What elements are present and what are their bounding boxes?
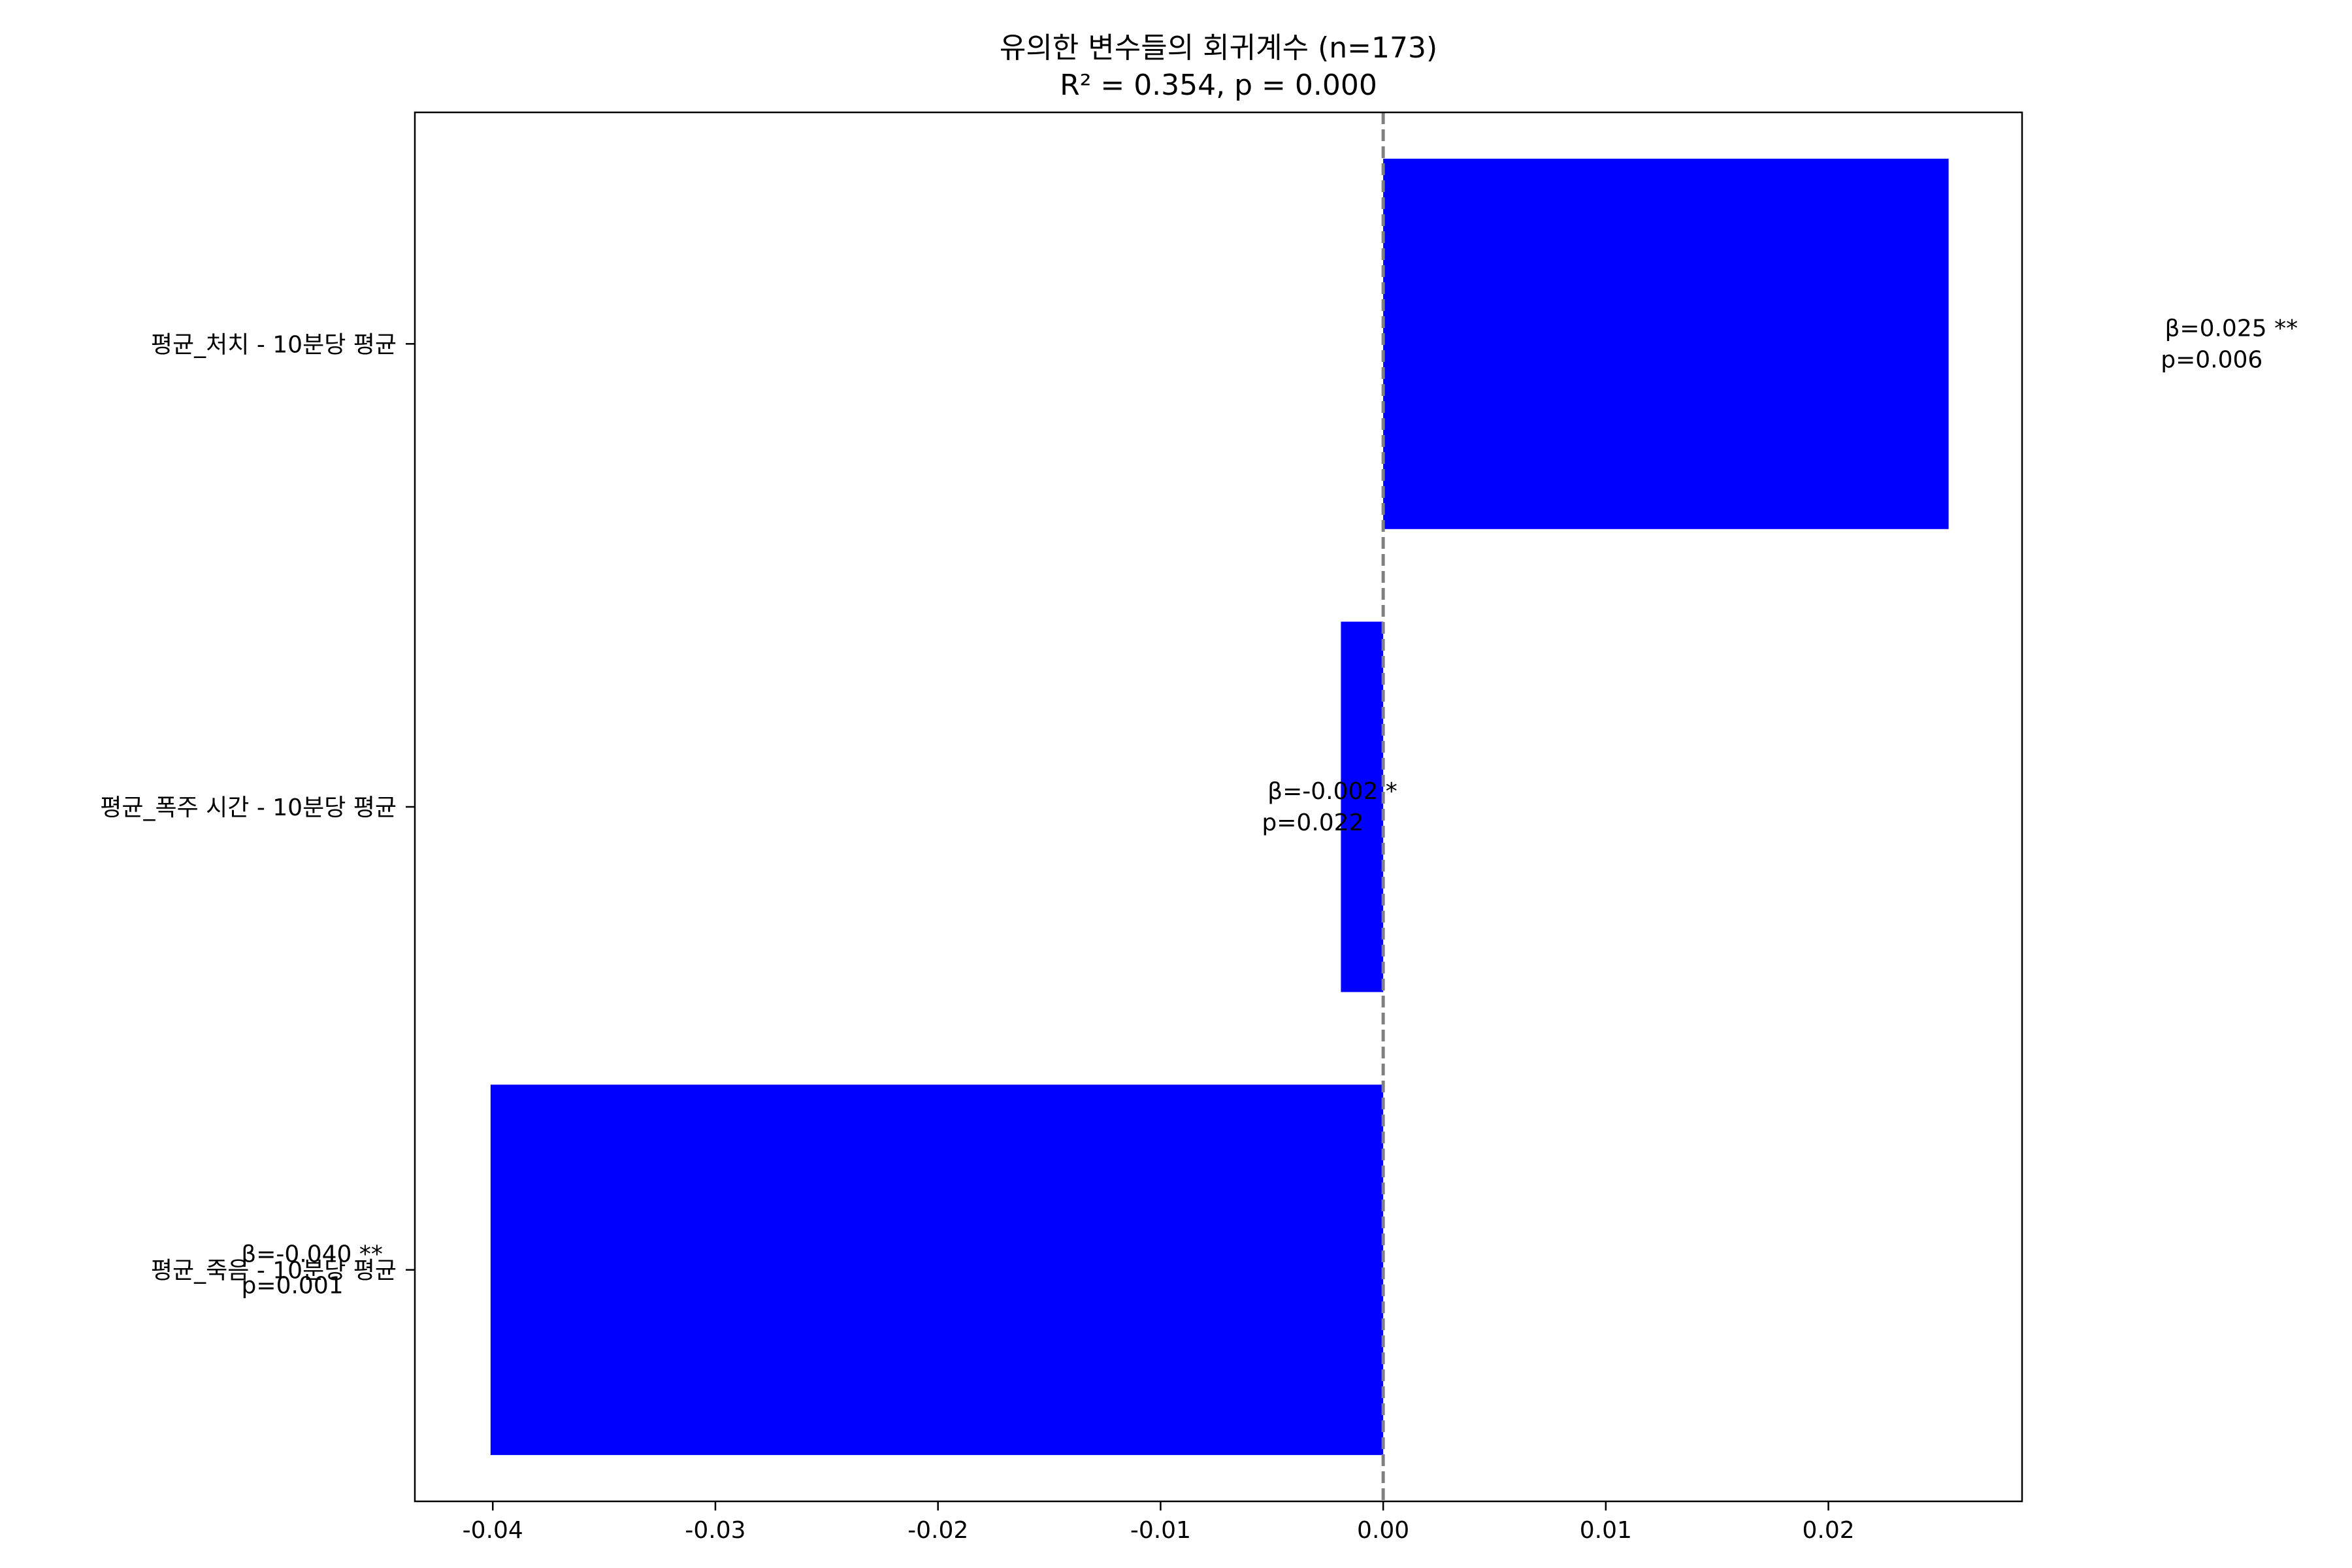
x-tick-label: -0.01 bbox=[1130, 1517, 1191, 1544]
y-tick-label: 평균_폭주 시간 - 10분당 평균 bbox=[100, 794, 397, 821]
y-tick-label: 평균_처치 - 10분당 평균 bbox=[151, 331, 397, 358]
chart-title: 유의한 변수들의 회귀계수 (n=173) bbox=[1000, 31, 1437, 65]
x-tick-label: 0.02 bbox=[1802, 1517, 1854, 1544]
x-tick-label: -0.03 bbox=[685, 1517, 745, 1544]
x-tick-label: -0.04 bbox=[463, 1517, 523, 1544]
bars-layer bbox=[491, 159, 1949, 1455]
bar-3 bbox=[491, 1085, 1383, 1455]
beta-annotation: β=-0.002 * bbox=[1267, 778, 1397, 805]
p-value-annotation: p=0.006 bbox=[2161, 346, 2262, 373]
x-axis: -0.04 -0.03 -0.02 -0.01 0.00 0.01 0.02 bbox=[463, 1501, 1855, 1544]
beta-annotation: β=-0.040 ** bbox=[241, 1241, 383, 1268]
p-value-annotation: p=0.022 bbox=[1262, 809, 1364, 836]
p-value-annotation: p=0.001 bbox=[242, 1273, 344, 1299]
x-tick-label: 0.00 bbox=[1357, 1517, 1409, 1544]
bar-1 bbox=[1383, 159, 1948, 529]
x-tick-label: 0.01 bbox=[1580, 1517, 1632, 1544]
x-tick-label: -0.02 bbox=[907, 1517, 968, 1544]
bar-2 bbox=[1341, 622, 1383, 992]
beta-annotation: β=0.025 ** bbox=[2164, 315, 2298, 342]
chart-subtitle: R² = 0.354, p = 0.000 bbox=[1060, 69, 1377, 102]
